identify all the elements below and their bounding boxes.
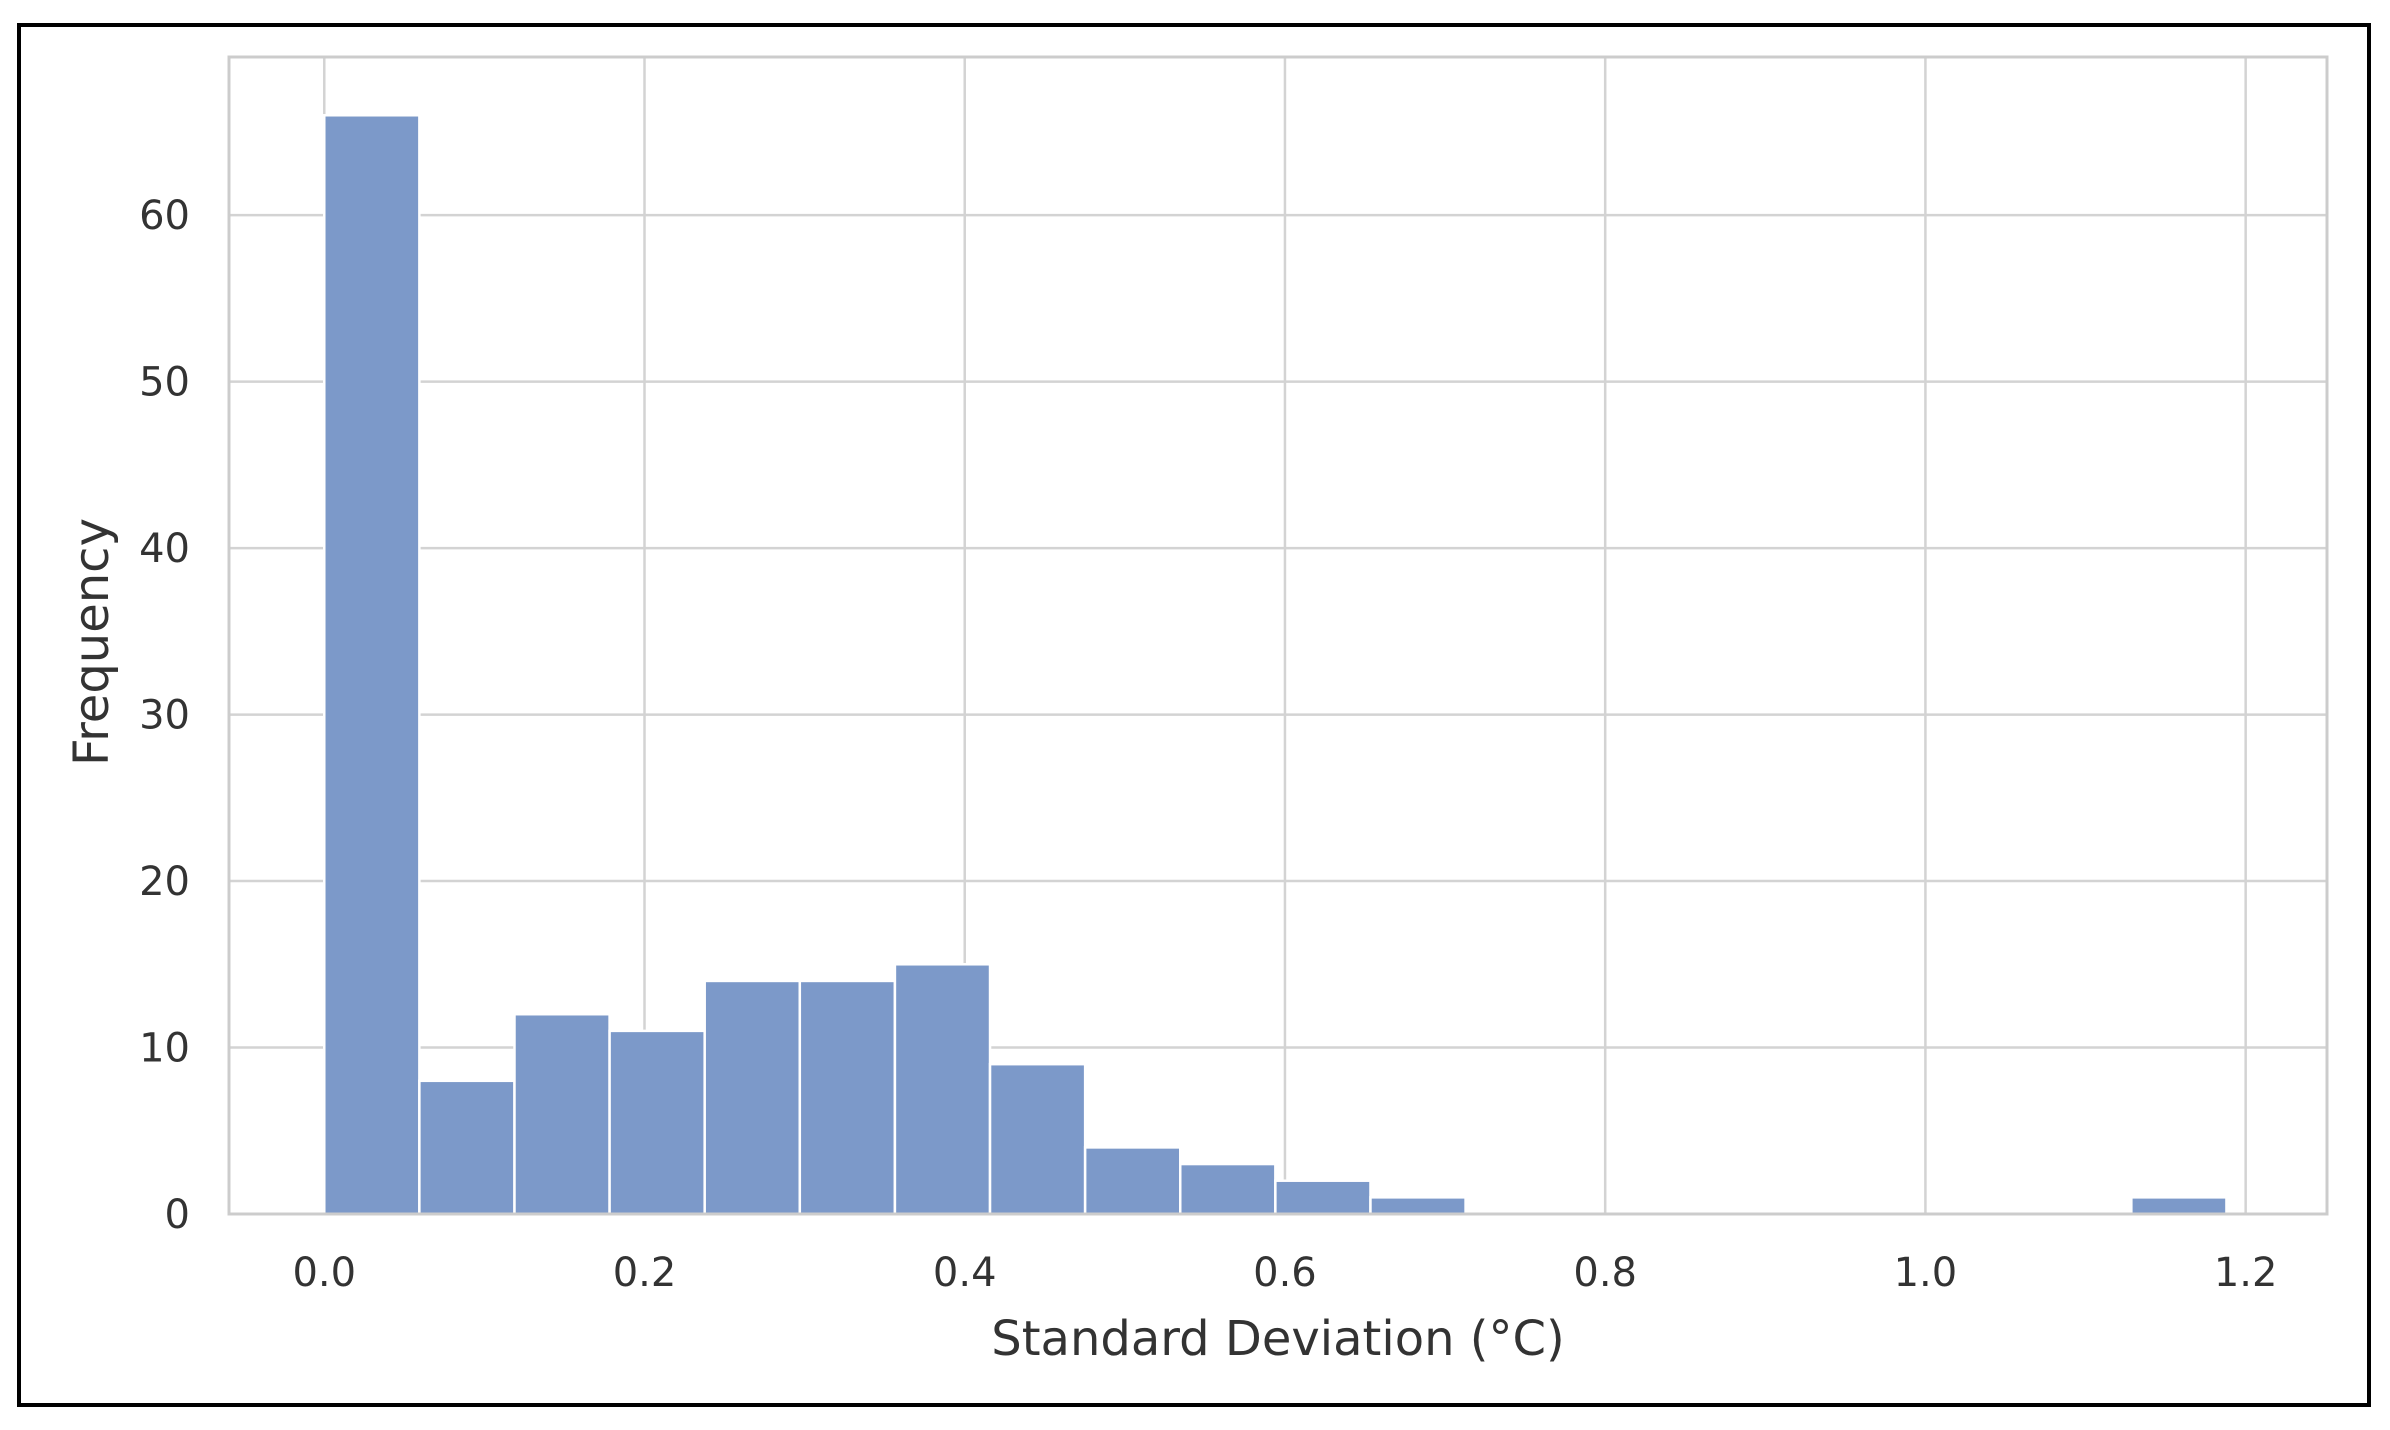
y-tick-label: 10	[139, 1026, 190, 1072]
y-tick-label: 60	[139, 193, 190, 239]
histogram-bar	[703, 979, 802, 1216]
x-axis-title: Standard Deviation (°C)	[991, 1311, 1564, 1367]
y-tick-label: 30	[139, 693, 190, 739]
x-tick-label: 0.2	[613, 1250, 677, 1296]
histogram-bar	[418, 1079, 516, 1216]
y-tick-label: 40	[139, 526, 190, 572]
y-axis-title: Frequency	[64, 518, 120, 766]
histogram-bar	[1083, 1146, 1182, 1216]
x-tick-label: 1.2	[2214, 1250, 2278, 1296]
histogram-bar	[513, 1012, 611, 1216]
y-tick-label: 0	[165, 1192, 190, 1238]
x-tick-label: 0.4	[933, 1250, 997, 1296]
histogram-bar	[988, 1062, 1087, 1216]
x-tick-label: 0.6	[1253, 1250, 1317, 1296]
x-tick-label: 0.0	[292, 1250, 356, 1296]
histogram-bar	[608, 1029, 706, 1216]
x-tick-label: 0.8	[1573, 1250, 1637, 1296]
histogram-bar	[323, 114, 421, 1216]
y-tick-label: 20	[139, 859, 190, 905]
x-axis-ticks: 0.0 0.2 0.4 0.6 0.8 1.0 1.2	[292, 1250, 2277, 1296]
histogram-bar	[2130, 1196, 2228, 1216]
histogram-bar	[893, 963, 992, 1216]
histogram-bar	[1274, 1179, 1372, 1216]
y-tick-label: 50	[139, 360, 190, 406]
y-axis-ticks: 0 10 20 30 40 50 60	[139, 193, 190, 1238]
histogram-bar	[798, 979, 897, 1216]
histogram-bar	[1369, 1196, 1467, 1216]
histogram-bar	[1178, 1162, 1277, 1216]
histogram-bars	[323, 114, 2228, 1216]
x-tick-label: 1.0	[1894, 1250, 1958, 1296]
axes-border	[227, 55, 2329, 1216]
